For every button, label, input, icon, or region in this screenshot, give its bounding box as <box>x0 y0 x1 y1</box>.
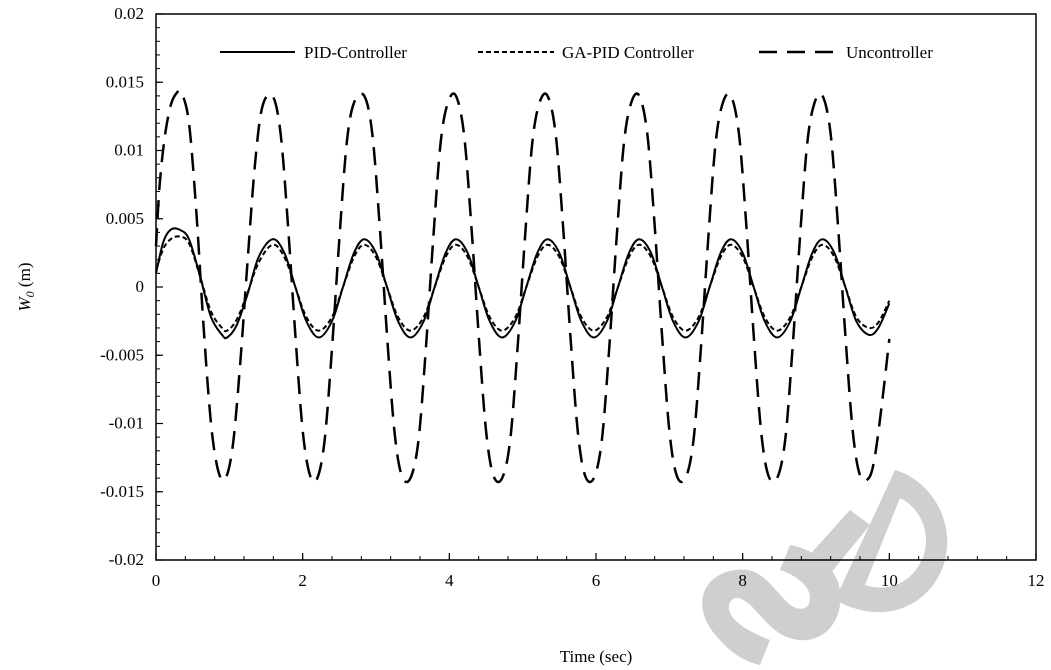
watermark-letter-s <box>702 545 841 665</box>
y-axis-title: W0 (m) <box>15 263 37 312</box>
x-axis-title: Time (sec) <box>560 647 633 666</box>
y-tick-label: 0.02 <box>114 4 144 23</box>
x-tick-label: 8 <box>738 571 747 590</box>
x-tick-label: 10 <box>881 571 898 590</box>
watermark-letter-d <box>835 470 948 613</box>
y-axis-title-sub: 0 <box>23 291 37 297</box>
series-layer <box>154 89 891 484</box>
x-axis: 0 2 4 6 8 10 12 <box>152 553 1045 590</box>
x-tick-label: 0 <box>152 571 161 590</box>
x-tick-label: 2 <box>298 571 307 590</box>
legend: PID-Controller GA-PID Controller Uncontr… <box>220 43 933 62</box>
watermark-letter-i <box>805 510 870 580</box>
y-tick-label: -0.005 <box>100 345 144 364</box>
y-axis-title-main: W <box>15 295 34 311</box>
y-tick-label: 0.005 <box>106 209 144 228</box>
y-tick-label: -0.015 <box>100 482 144 501</box>
sid-watermark <box>702 470 948 665</box>
x-tick-label: 4 <box>445 571 454 590</box>
x-tick-label: 12 <box>1028 571 1045 590</box>
x-tick-label: 6 <box>592 571 601 590</box>
y-tick-label: 0.015 <box>106 72 144 91</box>
series-pid-controller <box>155 227 891 340</box>
series-ga-pid-controller <box>155 235 891 333</box>
legend-item-pid: PID-Controller <box>220 43 407 62</box>
y-tick-label: -0.01 <box>109 414 144 433</box>
y-tick-label: 0 <box>136 277 145 296</box>
legend-label-pid: PID-Controller <box>304 43 407 62</box>
legend-label-uncontroller: Uncontroller <box>846 43 933 62</box>
y-axis: 0.02 0.015 0.01 0.005 0 -0.005 -0.01 -0.015 -0.0… <box>100 4 163 569</box>
legend-label-ga-pid: GA-PID Controller <box>562 43 694 62</box>
legend-item-uncontroller: Uncontroller <box>759 43 933 62</box>
y-tick-label: -0.02 <box>109 550 144 569</box>
y-tick-label: 0.01 <box>114 141 144 160</box>
y-axis-title-unit: (m) <box>15 263 34 292</box>
series-uncontroller <box>154 89 891 484</box>
legend-item-ga-pid: GA-PID Controller <box>478 43 694 62</box>
